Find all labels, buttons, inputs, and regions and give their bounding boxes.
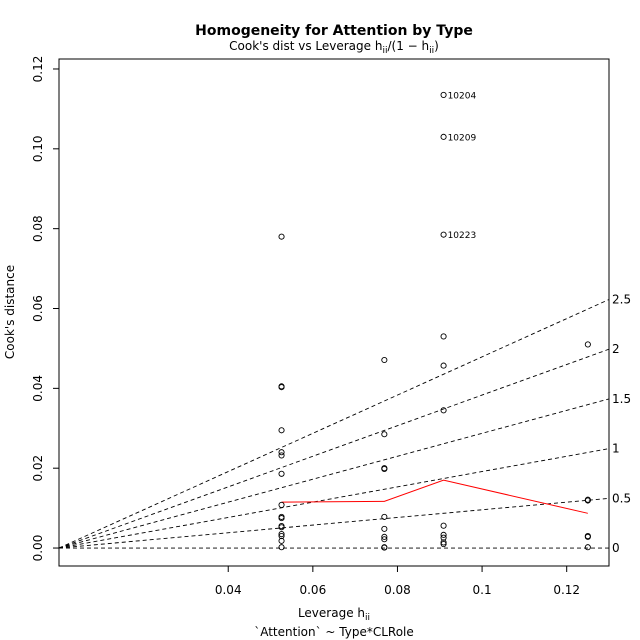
data-point xyxy=(381,544,388,551)
plot-frame xyxy=(58,58,610,567)
cook-contour-label: 0 xyxy=(612,541,620,555)
x-tick-label: 0.1 xyxy=(473,583,492,597)
y-axis: 0.00 0.02 0.04 0.06 0.08 0.10 0.12 xyxy=(31,56,59,562)
data-point xyxy=(278,537,285,544)
cook-contour-line xyxy=(59,348,609,549)
chart-subtitle-main: Cook's dist vs Leverage h xyxy=(229,39,382,53)
cook-contour-label: 2 xyxy=(612,342,620,356)
x-tick-label: 0.06 xyxy=(299,583,326,597)
point-label: 10209 xyxy=(448,133,477,143)
data-point xyxy=(278,544,285,551)
data-point xyxy=(440,333,447,340)
chart-title: Homogeneity for Attention by Type xyxy=(195,23,473,39)
data-point xyxy=(278,470,285,477)
chart-subtitle-mid: /(1 − h xyxy=(387,39,429,53)
x-axis-label-main: Leverage h xyxy=(298,606,365,620)
data-point xyxy=(381,465,388,473)
model-formula: `Attention` ~ Type*CLRole xyxy=(254,625,414,639)
chart-subtitle-end: ) xyxy=(434,39,439,53)
data-point xyxy=(381,525,388,532)
data-point xyxy=(440,407,447,414)
cook-contour-label: 2.5 xyxy=(612,292,631,306)
data-point xyxy=(584,341,591,348)
y-tick-label: 0.12 xyxy=(31,56,45,83)
data-point xyxy=(381,533,388,540)
data-point xyxy=(440,539,447,546)
data-point xyxy=(440,522,447,529)
smooth-line xyxy=(281,479,588,514)
data-point xyxy=(278,531,285,538)
data-point xyxy=(278,384,285,391)
cook-contour-label: 0.5 xyxy=(612,491,631,505)
data-point xyxy=(381,431,388,438)
chart-subtitle-sub2: ii xyxy=(429,46,434,56)
data-point xyxy=(381,536,388,543)
smooth-line-group xyxy=(281,479,588,514)
chart-subtitle-sub: ii xyxy=(382,46,387,56)
data-point xyxy=(440,362,447,369)
data-point xyxy=(381,513,388,520)
x-tick-label: 0.12 xyxy=(553,583,580,597)
x-tick-label: 0.08 xyxy=(384,583,411,597)
data-point xyxy=(278,501,285,508)
x-axis: 0.04 0.06 0.08 0.1 0.12 xyxy=(215,566,580,597)
point-label: 10204 xyxy=(448,91,477,101)
x-axis-label-sub: ii xyxy=(365,613,370,623)
data-point xyxy=(278,515,285,522)
cook-contour-label: 1 xyxy=(612,442,620,456)
cook-contour-line xyxy=(59,497,609,549)
y-tick-label: 0.02 xyxy=(31,455,45,482)
chart-subtitle: Cook's dist vs Leverage hii/(1 − hii) xyxy=(229,39,439,56)
data-point xyxy=(440,531,447,538)
data-point xyxy=(440,91,447,98)
y-tick-label: 0.06 xyxy=(31,295,45,322)
x-axis-label: Leverage hii xyxy=(298,606,370,623)
cook-contour-line xyxy=(59,448,609,549)
y-tick-label: 0.08 xyxy=(31,215,45,242)
cook-distance-contours xyxy=(59,299,609,549)
data-point xyxy=(440,540,447,548)
y-tick-label: 0.00 xyxy=(31,535,45,562)
cook-contour-line xyxy=(59,299,609,549)
data-point xyxy=(584,533,591,540)
data-point xyxy=(440,231,447,238)
data-point xyxy=(440,133,447,140)
data-points: 10204 10209 10223 xyxy=(278,91,591,551)
data-point xyxy=(278,233,285,240)
data-point xyxy=(278,427,285,434)
x-tick-label: 0.04 xyxy=(215,583,242,597)
y-axis-label: Cook's distance xyxy=(3,265,17,359)
data-point xyxy=(278,449,285,456)
cook-contour-label: 1.5 xyxy=(612,392,631,406)
cook-contour-line xyxy=(59,398,609,549)
y-tick-label: 0.10 xyxy=(31,135,45,162)
data-point xyxy=(278,524,285,531)
point-label: 10223 xyxy=(448,231,477,241)
data-point xyxy=(381,356,388,364)
y-tick-label: 0.04 xyxy=(31,375,45,402)
data-point xyxy=(278,452,285,459)
data-point xyxy=(584,497,591,504)
data-point xyxy=(584,544,591,551)
contour-labels: 0 0.5 1 1.5 2 2.5 xyxy=(612,292,631,555)
